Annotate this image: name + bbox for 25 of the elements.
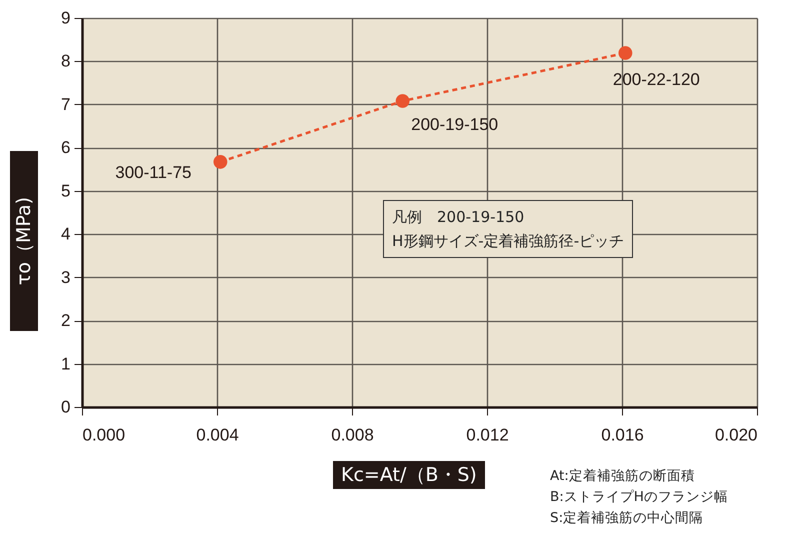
annotation: 300-11-75 (115, 162, 192, 182)
text: At:定着補強筋の断面積 (550, 467, 696, 486)
y-tick-label: 2 (61, 311, 70, 330)
annotation: H形鋼サイズ-定着補強筋径-ピッチ (392, 231, 624, 252)
y-axis-title: τo（MPa) (10, 151, 38, 331)
y-tick-label: 4 (61, 224, 70, 244)
y-tick-label: 3 (61, 268, 70, 287)
y-tick-label: 6 (61, 138, 70, 158)
y-tick-label: 1 (61, 354, 70, 374)
y-tick-label: 5 (61, 181, 70, 200)
y-tick-label: 0 (61, 398, 70, 416)
x-tick-label: 0.008 (331, 426, 374, 444)
y-tick-label: 9 (61, 8, 70, 28)
x-tick-label: 0.000 (82, 426, 126, 444)
text: S:定着補強筋の中心間隔 (550, 509, 704, 528)
text: B:ストライプHのフランジ幅 (550, 488, 728, 507)
note-box: 凡例 200-19-150 H形鋼サイズ-定着補強筋径-ピッチ (383, 200, 634, 258)
x-tick-label: 0.004 (196, 426, 239, 444)
annotation: 凡例 200-19-150 (392, 207, 526, 228)
y-tick-label: 8 (61, 52, 70, 71)
x-axis-title: Kc=At/（B・S) (333, 461, 485, 489)
x-tick-label: 0.012 (466, 426, 509, 444)
x-tick-label: 0.020 (714, 426, 758, 444)
x-tick-label: 0.016 (601, 426, 644, 444)
y-tick-label: 7 (61, 94, 70, 114)
